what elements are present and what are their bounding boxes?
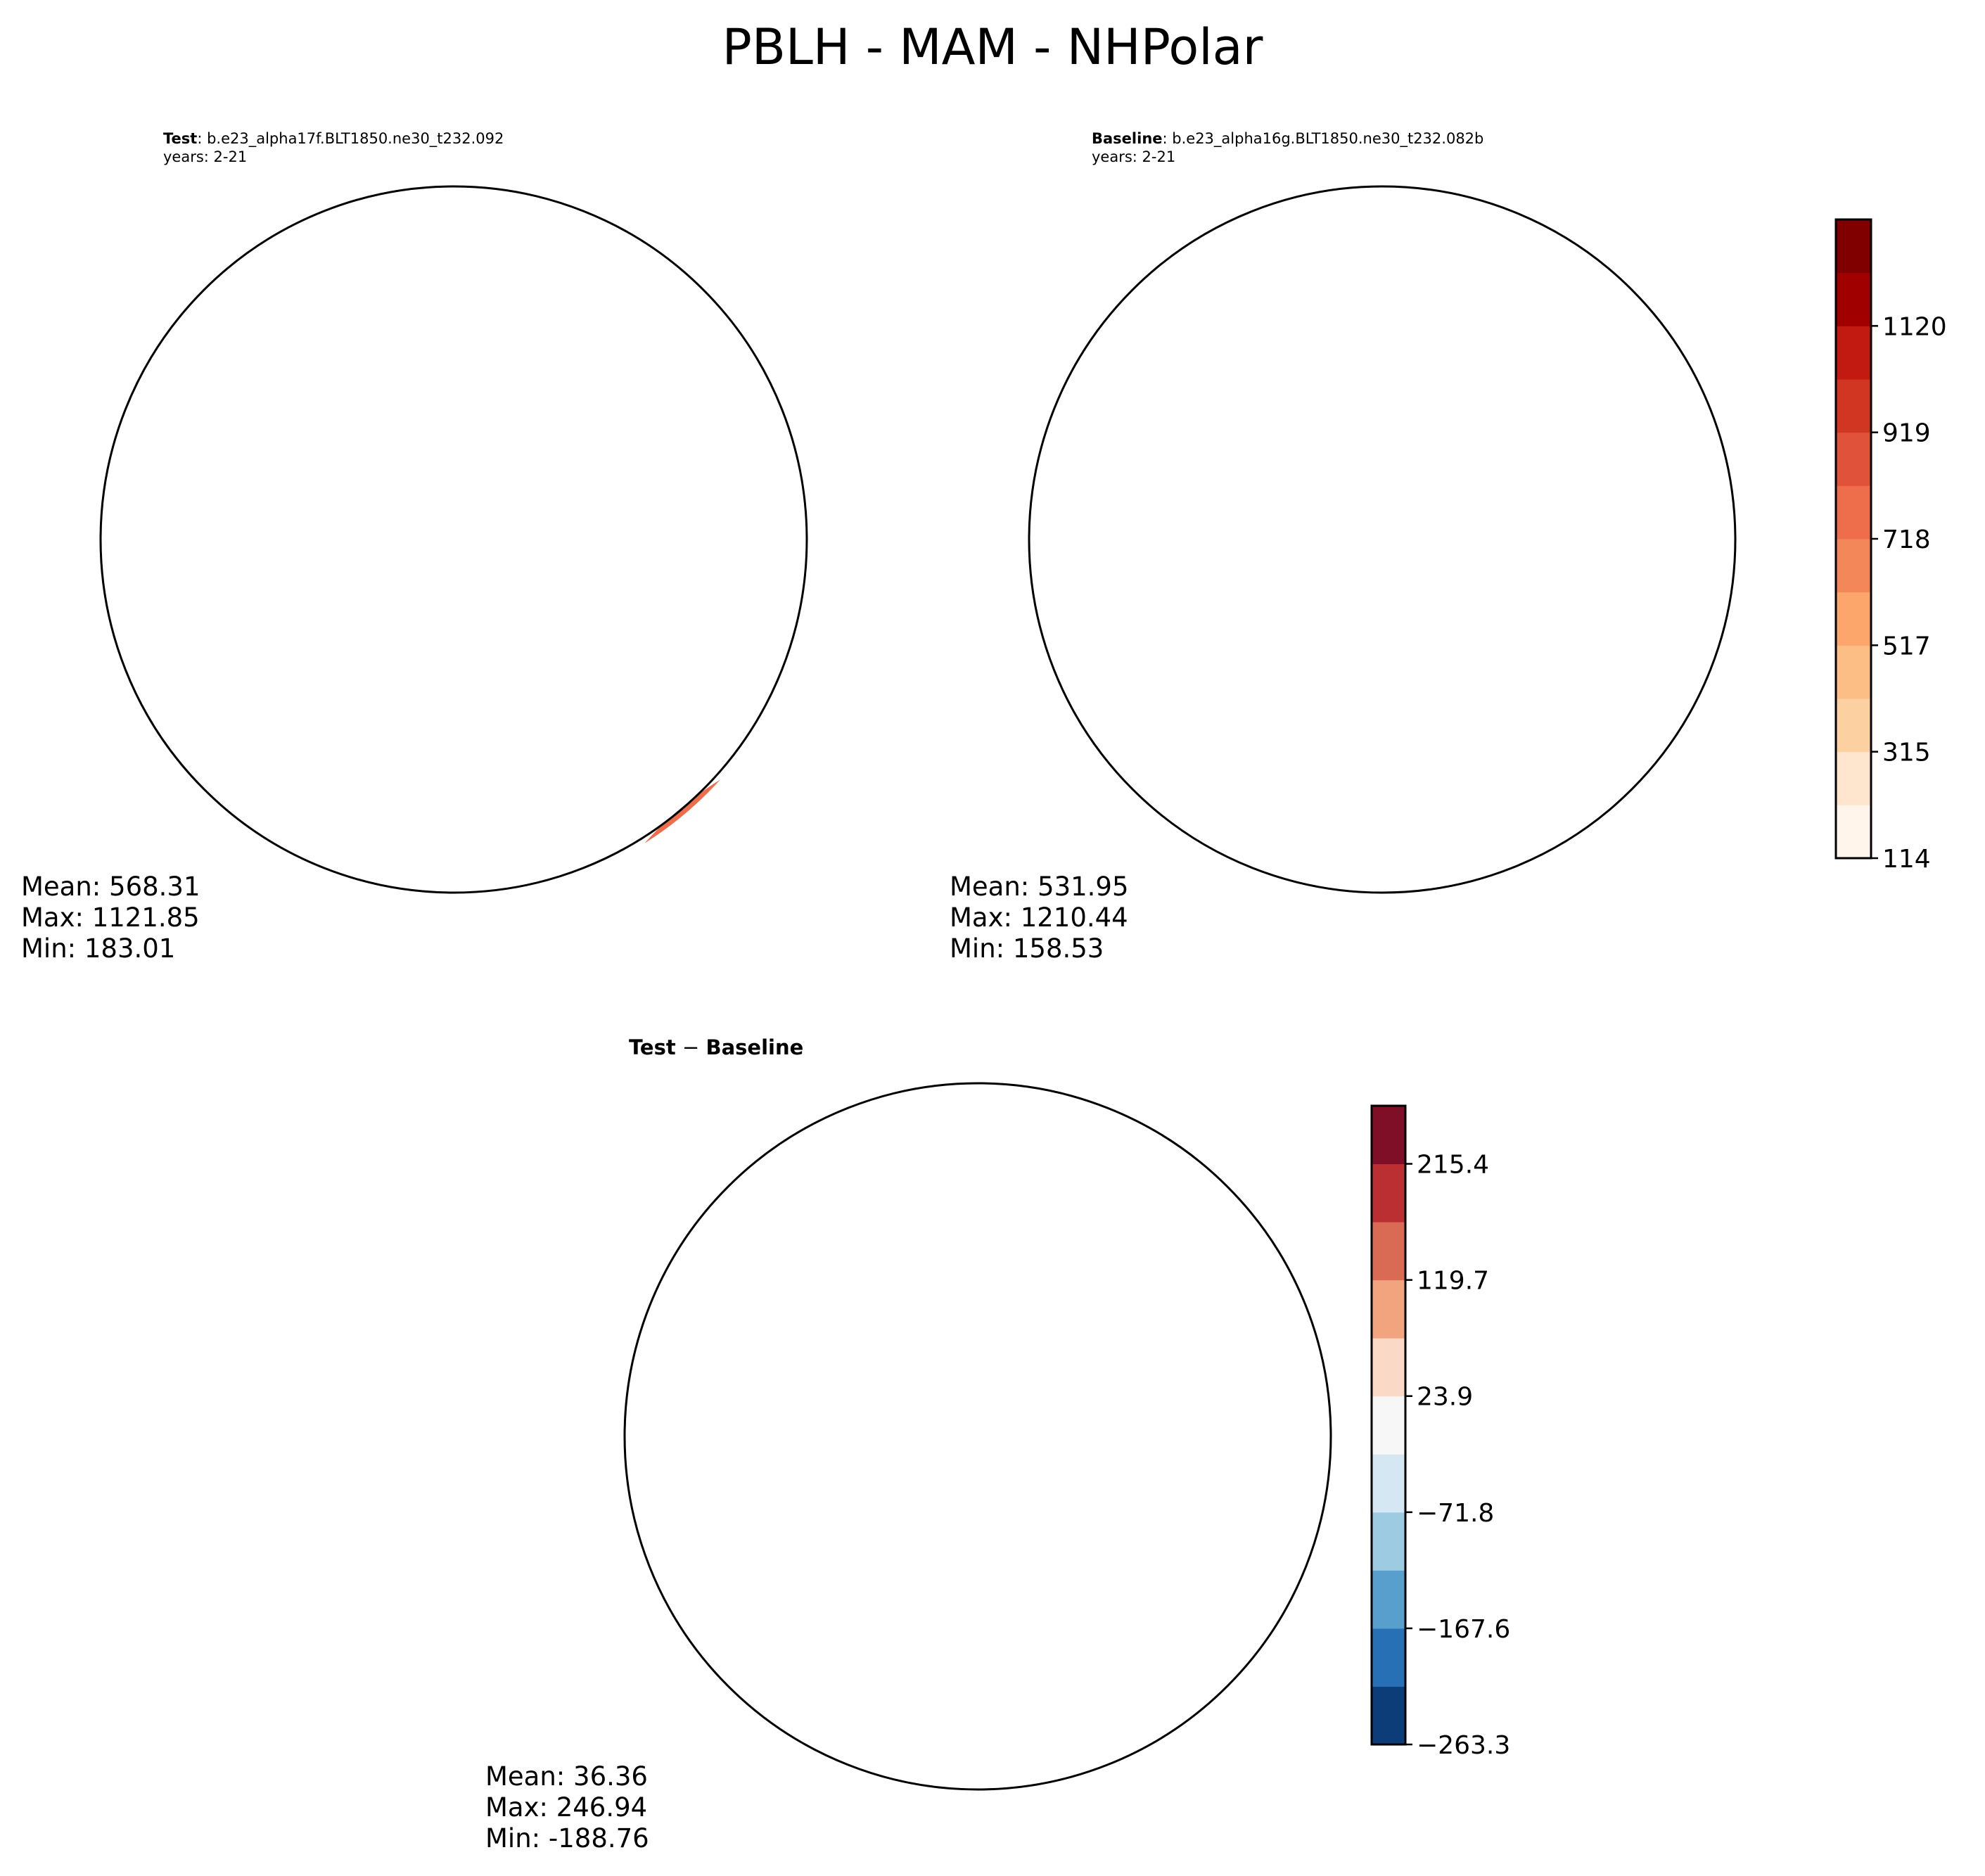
baseline-min: Min: 158.53: [950, 933, 1104, 964]
diff-colorbar-swatch: [1372, 1628, 1405, 1687]
test-stats: Mean: 568.31 Max: 1121.85 Min: 183.01: [21, 872, 200, 964]
diff-colorbar-tick-label: 119.7: [1417, 1267, 1489, 1296]
diff-colorbar-swatch: [1372, 1338, 1405, 1397]
baseline-years: years: 2-21: [1092, 148, 1176, 165]
diff-colorbar-swatch: [1372, 1396, 1405, 1455]
abs-colorbar-swatch: [1836, 539, 1871, 593]
baseline-label: Baseline: [1092, 130, 1163, 147]
abs-colorbar-swatch: [1836, 805, 1871, 859]
abs-colorbar-swatch: [1836, 485, 1871, 540]
difference-map: [623, 1082, 1332, 1791]
difference-title-baseline: Baseline: [706, 1035, 804, 1059]
test-map: [99, 185, 812, 898]
difference-stats: Mean: 36.36 Max: 246.94 Min: -188.76: [485, 1761, 649, 1854]
diff-colorbar-swatch: [1372, 1454, 1405, 1513]
figure-title: PBLH - MAM - NHPolar: [722, 18, 1263, 76]
difference-panel-title: Test − Baseline: [629, 1035, 803, 1059]
diff-colorbar-swatch: [1372, 1106, 1405, 1165]
abs-colorbar-tick-label: 114: [1882, 845, 1931, 874]
diff-colorbar-tick-label: −167.6: [1417, 1615, 1510, 1644]
diff-colorbar-swatch: [1372, 1570, 1405, 1629]
diff-colorbar-frame: [1370, 1104, 1407, 1746]
diff-colorbar-swatch: [1372, 1512, 1405, 1571]
abs-colorbar-tick-label: 1120: [1882, 312, 1947, 341]
test-min: Min: 183.01: [21, 933, 176, 964]
abs-colorbar-tick-label: 315: [1882, 739, 1931, 767]
abs-colorbar-tick-label: 517: [1882, 632, 1931, 661]
diff-colorbar-swatch: [1372, 1280, 1405, 1339]
abs-colorbar-swatch: [1836, 379, 1871, 433]
diff-colorbar-tick-label: 23.9: [1417, 1383, 1473, 1412]
difference-mean: Mean: 36.36: [485, 1761, 648, 1792]
test-case-name: : b.e23_alpha17f.BLT1850.ne30_t232.092: [197, 130, 504, 147]
abs-colorbar-swatch: [1836, 592, 1871, 646]
baseline-mean: Mean: 531.95: [950, 872, 1129, 902]
abs-colorbar-swatch: [1836, 645, 1871, 699]
abs-colorbar-tick-label: 718: [1882, 525, 1931, 554]
diff-colorbar-tick-label: 215.4: [1417, 1151, 1489, 1180]
difference-max: Max: 246.94: [485, 1792, 648, 1823]
test-label: Test: [163, 130, 198, 147]
abs-colorbar-swatch: [1836, 272, 1871, 326]
abs-colorbar-tick-label: 919: [1882, 419, 1931, 448]
baseline-case-name: : b.e23_alpha16g.BLT1850.ne30_t232.082b: [1162, 130, 1484, 147]
test-panel-title: Test: b.e23_alpha17f.BLT1850.ne30_t232.0…: [163, 129, 504, 166]
diff-colorbar-tick-label: −263.3: [1417, 1731, 1510, 1760]
baseline-stats: Mean: 531.95 Max: 1210.44 Min: 158.53: [950, 872, 1129, 964]
test-mean: Mean: 568.31: [21, 872, 200, 902]
abs-colorbar-swatch: [1836, 751, 1871, 805]
abs-colorbar-swatch: [1836, 432, 1871, 486]
absolute-colorbar: 114 315 517 718 919 1120: [1834, 218, 1947, 874]
diff-colorbar-tick-label: −71.8: [1417, 1499, 1494, 1528]
difference-title-minus: −: [675, 1035, 706, 1059]
diff-colorbar-swatch: [1372, 1686, 1405, 1745]
diff-colorbar-swatch: [1372, 1222, 1405, 1281]
abs-colorbar-swatch: [1836, 219, 1871, 274]
baseline-panel-title: Baseline: b.e23_alpha16g.BLT1850.ne30_t2…: [1092, 129, 1483, 166]
test-years: years: 2-21: [163, 148, 248, 165]
abs-colorbar-swatch: [1836, 698, 1871, 753]
difference-title-test: Test: [629, 1035, 676, 1059]
baseline-max: Max: 1210.44: [950, 902, 1128, 933]
difference-min: Min: -188.76: [485, 1823, 649, 1853]
abs-colorbar-swatch: [1836, 326, 1871, 380]
difference-colorbar: −263.3 −167.6 −71.8 23.9 119.7 215.4: [1370, 1104, 1510, 1760]
diff-colorbar-swatch: [1372, 1163, 1405, 1223]
test-max: Max: 1121.85: [21, 902, 200, 933]
baseline-map: [1028, 185, 1737, 894]
